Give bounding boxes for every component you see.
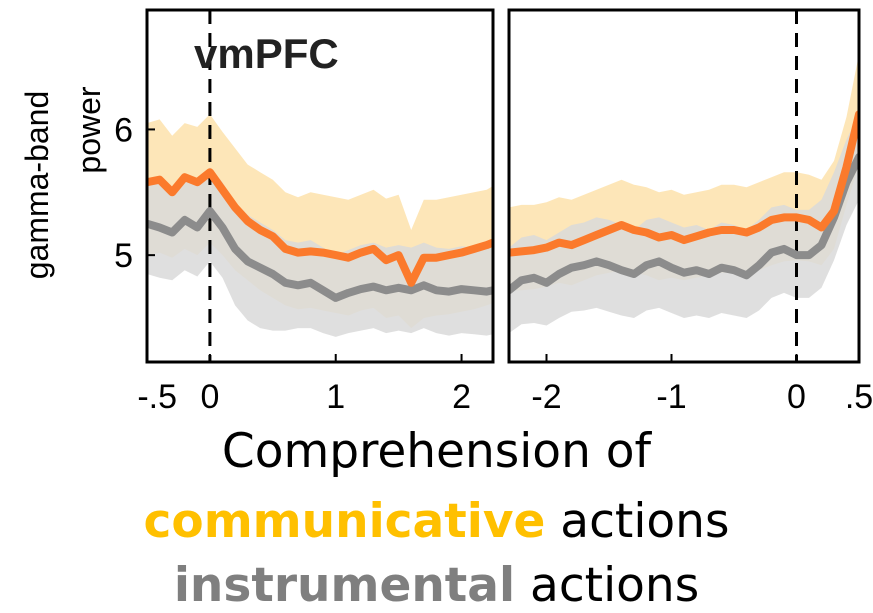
caption-communicative-word: communicative <box>143 494 546 549</box>
x-tick-label: 0 <box>787 378 806 416</box>
x-tick-label: .5 <box>845 378 873 416</box>
chart-title: vmPFC <box>194 30 339 77</box>
caption-text-comprehension: Comprehension of <box>221 424 652 479</box>
mean-line-instrumental-1 <box>147 207 493 302</box>
x-tick-label: -.5 <box>137 378 177 416</box>
caption-line-3: instrumental actions <box>0 562 873 609</box>
y-tick-label: 5 <box>114 237 133 275</box>
caption-line-2: communicative actions <box>0 498 873 545</box>
plot-area-panel-1 <box>147 10 493 362</box>
gamma-band-power-figure: -.5 0 1 2 5 6 vmPFC gamma-band power -2 -1 0 .5 <box>19 8 873 416</box>
confidence-band-instrumental-2 <box>509 114 859 334</box>
x-tick-label: -1 <box>656 378 686 416</box>
x-tick-label: 1 <box>326 378 345 416</box>
caption-actions-word-1: actions <box>545 494 730 549</box>
caption-line-1: Comprehension of <box>0 428 873 475</box>
y-tick-label: 6 <box>114 111 133 149</box>
caption-actions-word-2: actions <box>515 558 700 613</box>
x-tick-label: 0 <box>200 378 219 416</box>
plot-area-panel-2 <box>509 10 859 362</box>
x-tick-label: 2 <box>452 378 471 416</box>
y-axis-label-line-1: gamma-band <box>19 91 55 280</box>
caption-instrumental-word: instrumental <box>173 558 516 613</box>
panel-frame-2 <box>507 8 861 364</box>
mean-line-communicative-2 <box>509 110 859 257</box>
mean-line-instrumental-2 <box>509 153 859 295</box>
y-axis-label-line-2: power <box>71 86 107 174</box>
mean-line-communicative-1 <box>147 168 493 287</box>
x-tick-label: -2 <box>531 378 561 416</box>
panel-frame-1 <box>145 8 495 364</box>
